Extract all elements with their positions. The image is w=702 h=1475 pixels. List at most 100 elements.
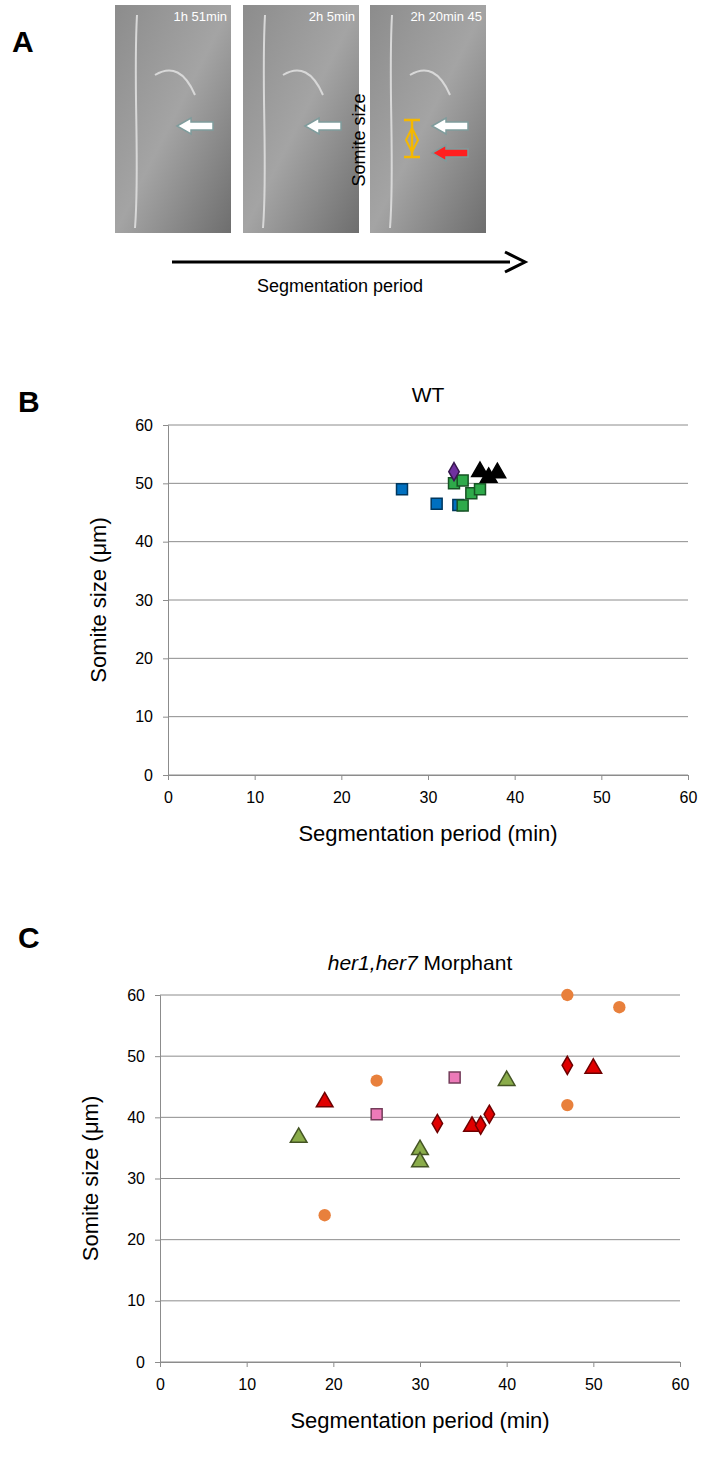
tick-label: 0 [144,767,153,784]
point [585,1059,602,1073]
panel-letter: B [18,385,40,418]
tick-mark [163,542,168,543]
points [397,462,506,511]
tick: 20 [135,650,168,667]
x-axis-title: Segmentation period (min) [298,821,557,846]
chart-title: WT [412,383,445,406]
tick-label: 20 [333,789,351,806]
tick-label: 10 [135,708,153,725]
tick-mark [155,1179,160,1180]
tick: 10 [135,708,168,725]
frame-time: 2h 5min [309,9,355,24]
image-frame [243,5,359,233]
tick-mark [155,1301,160,1302]
tick-label: 40 [135,533,153,550]
tick-label: 30 [127,1170,145,1187]
tick: 40 [498,1362,516,1393]
tick-mark [163,775,168,776]
vertical-label: Somite size [349,93,369,186]
tick-mark [155,1362,160,1363]
tick-label: 20 [127,1231,145,1248]
tick: 40 [127,1109,160,1126]
grid-line [168,425,688,426]
tick-label: 30 [420,789,438,806]
tick-label: 50 [135,475,153,492]
tick: 0 [156,1362,165,1393]
x-axis-title: Segmentation period (min) [290,1408,549,1433]
frame-time: 1h 51min [174,9,227,24]
tick-mark [155,1056,160,1057]
tick-mark [680,1362,681,1367]
image-frame [115,5,231,233]
grid-line [160,1239,680,1240]
panel-letter: C [18,921,40,954]
point [561,1099,573,1111]
point [371,1109,382,1120]
tick-label: 60 [135,417,153,434]
axis-line [169,776,689,781]
tick: 20 [333,775,351,806]
grid [160,995,680,1362]
tick-mark [420,1362,421,1367]
tick-label: 60 [672,1376,690,1393]
point [290,1128,307,1142]
tick-label: 50 [127,1048,145,1065]
point [498,1071,515,1085]
y-axis-title: Somite size (μm) [78,1096,103,1261]
tick-mark [155,1117,160,1118]
point [449,1072,460,1083]
somite-diamond [406,128,418,152]
tick: 50 [593,775,611,806]
tick-label: 10 [238,1376,256,1393]
axis-line [155,996,161,1363]
tick: 20 [127,1231,160,1248]
tick-label: 40 [506,789,524,806]
tick-label: 60 [680,789,698,806]
tick: 30 [135,592,168,609]
tick: 50 [135,475,168,492]
tick-mark [688,775,689,780]
points [290,989,625,1222]
tick: 60 [672,1362,690,1393]
tick: 50 [127,1048,160,1065]
tick-label: 40 [498,1376,516,1393]
point [457,500,468,511]
somite-bracket [404,120,420,157]
grid-line [160,1178,680,1179]
tick: 10 [238,1362,256,1393]
tick-label: 60 [127,987,145,1004]
tick: 60 [135,417,168,434]
tick: 60 [127,987,160,1004]
point [318,1209,330,1221]
tick: 30 [420,775,438,806]
tick-label: 20 [325,1376,343,1393]
axis-line [163,426,169,776]
tick-label: 30 [412,1376,430,1393]
grid [168,425,688,775]
grid-line [168,716,688,717]
tick-mark [163,425,168,426]
tick-label: 0 [164,789,173,806]
y-axis: 0 10 20 30 40 50 60 [135,417,168,784]
axis-line [161,1363,681,1368]
tick: 30 [412,1362,430,1393]
chart-panel: Cher1,her7 Morphant010203040506001020304… [18,921,690,1433]
tick-label: 10 [246,789,264,806]
tick: 30 [127,1170,160,1187]
tick-label: 50 [585,1376,603,1393]
arrow-label: Segmentation period [257,276,423,296]
tick: 40 [135,533,168,550]
grid-line [160,1300,680,1301]
tick-label: 20 [135,650,153,667]
grid-line [160,1056,680,1057]
grid-line [168,658,688,659]
tick-mark [507,1362,508,1367]
tick-mark [601,775,602,780]
tick: 0 [164,775,173,806]
point [412,1152,429,1166]
tick: 0 [144,767,168,784]
arrow-new [432,145,468,161]
tick-mark [155,1240,160,1241]
tick-label: 0 [136,1354,145,1371]
tick-mark [163,717,168,718]
